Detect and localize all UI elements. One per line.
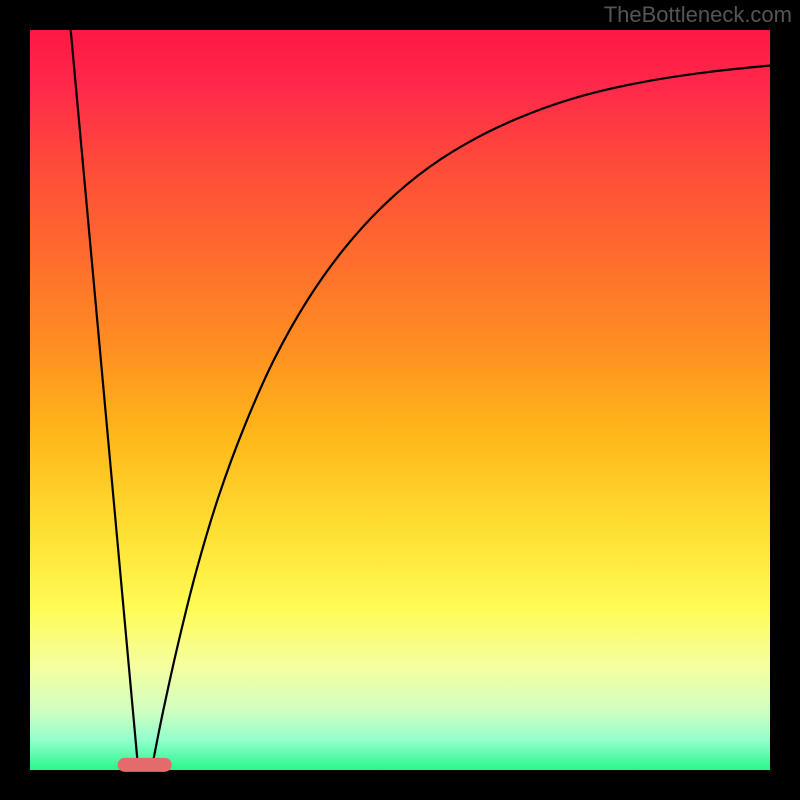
plot-background bbox=[30, 30, 770, 770]
bottleneck-chart bbox=[0, 0, 800, 800]
watermark-text: TheBottleneck.com bbox=[604, 2, 792, 28]
optimal-marker bbox=[118, 758, 172, 772]
chart-container: TheBottleneck.com bbox=[0, 0, 800, 800]
